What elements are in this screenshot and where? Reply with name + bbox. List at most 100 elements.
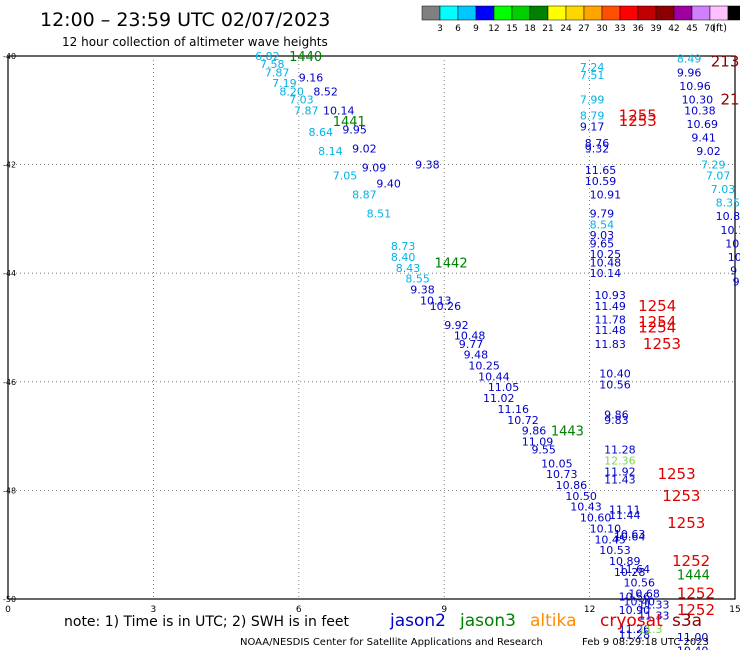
wave-height-label: 9.86 bbox=[604, 408, 629, 421]
wave-height-label: 11.05 bbox=[488, 381, 520, 394]
colorbar-label: 30 bbox=[596, 24, 608, 34]
wave-height-label: 10.90 bbox=[619, 604, 651, 617]
wave-height-label: 10.30 bbox=[682, 93, 714, 106]
wave-height-label: 10.40 bbox=[624, 596, 656, 609]
wave-height-label: 8.49 bbox=[677, 53, 702, 66]
wave-height-label: 10.60 bbox=[580, 512, 612, 525]
wave-height-label: 9.77 bbox=[459, 338, 484, 351]
wave-height-label: 11.83 bbox=[594, 338, 626, 351]
pass-number-label: 1253 bbox=[619, 112, 657, 130]
wave-height-label: 9.17 bbox=[580, 121, 605, 134]
wave-height-label: 8.87 bbox=[352, 188, 377, 201]
wave-height-label: 9.09 bbox=[362, 161, 387, 174]
wave-height-label: 10.72 bbox=[507, 414, 539, 427]
colorbar-swatch bbox=[511, 5, 531, 21]
x-tick-label: 9 bbox=[441, 605, 447, 615]
wave-height-label: 9.86 bbox=[522, 425, 547, 438]
wave-height-label: 9 bbox=[730, 264, 737, 277]
wave-height-label: 8.51 bbox=[367, 207, 392, 220]
wave-height-label: 11.43 bbox=[604, 474, 636, 487]
wave-height-label: 7.58 bbox=[260, 58, 285, 71]
legend-jason2: jason2 bbox=[389, 611, 446, 631]
wave-height-label: 9 bbox=[733, 275, 740, 288]
wave-height-label: 9.38 bbox=[410, 283, 435, 296]
wave-height-label: 8.79 bbox=[580, 110, 605, 123]
axis-tick-labels: 0 3 6 9 12 15 -40 -42 -44 -46 -48 -50 bbox=[3, 52, 740, 615]
wave-height-label: 11.11 bbox=[609, 503, 641, 516]
colorbar-label: 3 bbox=[437, 24, 443, 34]
x-tick-label: 3 bbox=[151, 605, 157, 615]
wave-height-label: 9.41 bbox=[691, 131, 716, 144]
wave-height-label: 11.92 bbox=[604, 465, 636, 478]
wave-height-label: 10.53 bbox=[599, 544, 631, 557]
wave-height-label: 9.55 bbox=[531, 444, 556, 457]
colorbar-label: 70 bbox=[704, 24, 716, 34]
wave-height-label: 8.73 bbox=[391, 240, 416, 253]
y-tick-label: -48 bbox=[3, 486, 16, 495]
wave-height-label: 7.29 bbox=[701, 159, 726, 172]
colorbar-label: 27 bbox=[578, 24, 589, 34]
colorbar-swatch bbox=[709, 5, 729, 21]
wave-height-label: 7.03 bbox=[711, 183, 736, 196]
wave-height-label: 10.48 bbox=[454, 330, 486, 343]
colorbar-label: 15 bbox=[506, 24, 517, 34]
wave-height-label: 11.28 bbox=[619, 628, 651, 641]
wave-height-label: 10.13 bbox=[420, 294, 452, 307]
pass-number-label: 213 bbox=[720, 90, 740, 108]
wave-height-label: 7.19 bbox=[272, 77, 297, 90]
wave-height-label: 10.64 bbox=[614, 531, 646, 544]
colorbar-label: 21 bbox=[542, 24, 553, 34]
wave-height-label: 12.36 bbox=[604, 455, 636, 468]
wave-height-label: 11.65 bbox=[585, 164, 617, 177]
chart-subtitle: 12 hour collection of altimeter wave hei… bbox=[62, 35, 328, 49]
colorbar-legend: 3 6 9 12 15 18 21 24 27 30 33 36 39 42 45 70 bbox=[421, 5, 740, 34]
wave-height-label: 7.24 bbox=[580, 61, 605, 74]
pass-number-label: 1440 bbox=[289, 50, 322, 65]
wave-height-label: 10.81 bbox=[716, 210, 740, 223]
wave-height-label: 11.33 bbox=[638, 609, 670, 622]
wave-height-label: 11.3 bbox=[638, 623, 663, 636]
legend-altika: altika bbox=[530, 611, 577, 631]
wave-height-label: 8.76 bbox=[585, 137, 610, 150]
pass-number-label: 1441 bbox=[333, 115, 366, 130]
wave-height-label: 10.56 bbox=[599, 379, 631, 392]
colorbar-label: 33 bbox=[614, 24, 625, 34]
wave-height-label: 10. bbox=[728, 251, 740, 264]
colorbar-label: 36 bbox=[632, 24, 644, 34]
wave-height-label: 7.99 bbox=[580, 93, 605, 106]
wave-height-label: 9.02 bbox=[696, 145, 721, 158]
wave-height-label: 11.48 bbox=[594, 324, 626, 337]
colorbar-swatch bbox=[673, 5, 693, 21]
legend-s3a: s3a bbox=[672, 611, 702, 631]
legend-jason3: jason3 bbox=[459, 611, 516, 631]
colorbar-swatch bbox=[475, 5, 495, 21]
wave-height-label: 10.50 bbox=[565, 490, 597, 503]
wave-height-label: 9.48 bbox=[464, 349, 489, 362]
colorbar-label: 39 bbox=[650, 24, 662, 34]
colorbar-swatch bbox=[439, 5, 459, 21]
wave-height-label: 8.40 bbox=[391, 251, 416, 264]
wave-height-label: 10.89 bbox=[609, 555, 641, 568]
pass-number-label: 1254 bbox=[638, 319, 676, 337]
wave-height-label: 10.0 bbox=[725, 237, 740, 250]
wave-height-label: 7.87 bbox=[294, 104, 319, 117]
colorbar-swatch bbox=[637, 5, 657, 21]
wave-height-label: 10.63 bbox=[614, 528, 646, 541]
wave-height-label: 11.09 bbox=[522, 436, 554, 449]
pass-number-label: 1252 bbox=[677, 601, 715, 619]
wave-height-label: 11.33 bbox=[638, 598, 670, 611]
wave-height-label: 10.59 bbox=[585, 175, 617, 188]
wave-height-label: 7.51 bbox=[580, 69, 605, 82]
y-tick-label: -46 bbox=[3, 378, 16, 387]
wave-height-label: 7.05 bbox=[333, 169, 358, 182]
wave-height-label: 8.14 bbox=[318, 145, 343, 158]
wave-height-label: 9.95 bbox=[342, 123, 367, 136]
x-tick-label: 6 bbox=[296, 605, 302, 615]
y-tick-label: -50 bbox=[3, 595, 16, 604]
data-labels: 6.827.587.877.198.207.037.878.648.147.05… bbox=[255, 50, 740, 650]
colorbar-label: 45 bbox=[686, 24, 697, 34]
wave-height-label: 9.83 bbox=[604, 414, 629, 427]
pass-number-label: 1254 bbox=[638, 297, 676, 315]
wave-height-label: 8.64 bbox=[308, 126, 333, 139]
wave-height-label: 11.16 bbox=[498, 403, 529, 416]
